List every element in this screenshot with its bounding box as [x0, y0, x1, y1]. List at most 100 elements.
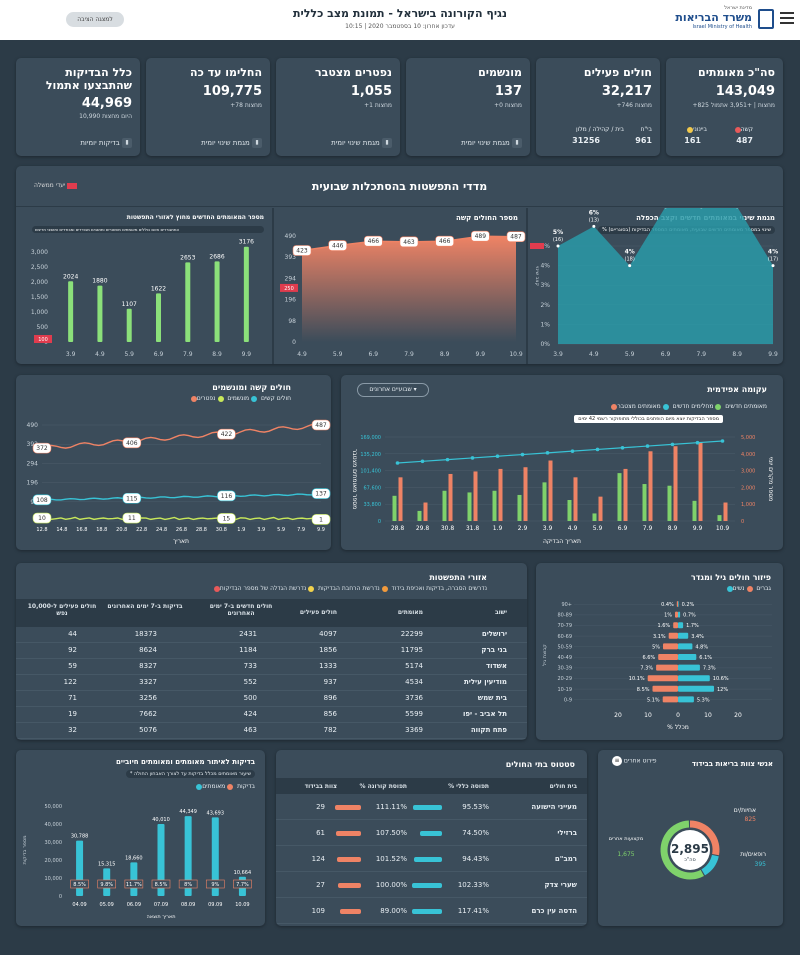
state-emblem-icon: [758, 9, 774, 29]
cell-value: 7662: [139, 710, 157, 718]
data-point: [556, 244, 560, 248]
nurses-segment: [689, 820, 720, 856]
positive-rate-box: [205, 879, 225, 889]
kpi-title: כלל הבדיקות שהתבצעו אתמול: [45, 66, 132, 92]
women-bar: [652, 685, 678, 692]
kpi-title: חולים פעילים: [583, 66, 652, 79]
y-tick-label: 98: [288, 318, 296, 325]
bar: [156, 293, 161, 342]
cell-value: 89.00%: [380, 907, 407, 915]
data-label-box: [217, 490, 236, 502]
government-target-marker: [34, 335, 52, 343]
data-label: 422: [221, 431, 233, 438]
x-tick-label: 24.8: [156, 527, 167, 533]
others-label: מקצועות אחרים: [609, 836, 644, 842]
x-tick-label: 8.9: [732, 351, 742, 358]
y-tick-label: 2%: [540, 302, 550, 309]
age-gender-panel: פיזור חולים גיל ומגדר גברים נשים 0.2% 0.4…: [536, 563, 783, 740]
x-tick-label: 7.9: [183, 351, 193, 358]
kpi-value: 1,055: [350, 84, 392, 99]
data-label-box: [32, 512, 52, 524]
x-tick-label: 30.8: [216, 527, 227, 533]
daily-trend-button[interactable]: מגמת שינוי יומית ▮: [461, 138, 522, 148]
hospitals-panel: סטטוס בתי החולים בית חולים % תפוסה כללי …: [276, 750, 587, 926]
ministry-logo: מדינת ישראל משרד הבריאות Israel Ministry…: [675, 5, 752, 30]
data-sublabel: (16): [553, 237, 563, 243]
page-title: נגיף הקורונה בישראל - תמונת מצב כללית: [293, 7, 507, 20]
men-value-label: 0.2%: [682, 602, 695, 608]
staff-isolation-panel: אנשי צוות בריאות בבידוד ≡ פירוט אחרים 2,…: [598, 750, 783, 926]
deceased-line: [41, 516, 322, 521]
men-value-label: 6.1%: [699, 655, 712, 661]
y-tick-label: 30,000: [45, 840, 63, 846]
x-tick-label: 2.9: [518, 525, 528, 532]
data-label: 1622: [151, 285, 166, 292]
menu-icon[interactable]: [780, 12, 794, 24]
others-segment: [660, 820, 704, 880]
cell-value: 44: [68, 630, 77, 638]
x-tick-label: 10.9: [716, 525, 730, 532]
cell-value: 3736: [405, 694, 423, 702]
cell-value: 3327: [139, 678, 157, 686]
corona-occupancy-bar: [335, 805, 361, 810]
x-tick-label: 1.9: [237, 527, 245, 533]
recovered-bar: [667, 485, 672, 521]
new-confirmed-bar: [473, 471, 478, 521]
x-tick-label: 8.9: [668, 525, 678, 532]
x-tick-label: 7.9: [297, 527, 305, 533]
data-label: 1: [319, 516, 323, 523]
y-tick-label: 1,500: [31, 294, 48, 301]
cell-value: 100.00%: [375, 881, 407, 889]
kpi-title: נפטרים מצטבר: [315, 66, 392, 79]
cell-value: 552: [243, 678, 257, 686]
men-value-label: 4.8%: [695, 644, 708, 650]
x-tick-label: 12.8: [36, 527, 47, 533]
x-tick-label: 9.9: [768, 351, 778, 358]
severe-area: [302, 236, 516, 342]
women-bar: [668, 632, 678, 639]
women-bar: [663, 643, 678, 650]
men-value-label: 12%: [717, 687, 728, 693]
cell-value: 937: [323, 678, 337, 686]
y-tick-label: 392: [27, 441, 39, 448]
kpi-recovered: החלימו עד כה 109,775 +78 מחצות מגמת שינו…: [146, 58, 270, 156]
presentation-button[interactable]: למצגה הציבה: [66, 12, 124, 27]
age-group-label: 30-39: [557, 666, 572, 672]
y-tick-label-left: 169,000: [360, 435, 381, 441]
chevron-down-icon: ▾: [413, 386, 417, 393]
data-label: 2024: [63, 273, 78, 280]
x-tick-label: 09.09: [208, 902, 222, 908]
data-label: 423: [296, 247, 308, 254]
daily-tests-button[interactable]: בדיקות יומיות ▮: [80, 138, 132, 148]
positive-rate-label: 9.8%: [100, 882, 113, 888]
x-tick-label: 3.9: [66, 351, 76, 358]
data-label: 10,664: [234, 870, 252, 876]
cell-value: 1856: [319, 646, 337, 654]
cell-value: 19: [68, 710, 77, 718]
bar: [243, 246, 249, 342]
data-label: 15: [223, 515, 231, 522]
cell-value: 856: [323, 710, 337, 718]
recovered-bar: [617, 473, 622, 521]
cell-value: 5599: [405, 710, 423, 718]
y-tick-label-right: 3,000: [741, 469, 755, 475]
daily-trend-button[interactable]: מגמת שינוי יומית ▮: [331, 138, 392, 148]
women-bar: [656, 664, 678, 671]
recovered-bar: [442, 490, 447, 521]
general-occupancy-bar: [413, 805, 442, 810]
y-tick-label: 10,000: [45, 876, 63, 882]
y-tick-label-left: 135,200: [360, 452, 381, 458]
data-point: [771, 264, 775, 268]
data-label: 487: [510, 234, 522, 241]
period-dropdown[interactable]: שבועיים אחרונים ▾: [357, 383, 429, 397]
hospital-name: הדסה עין כרם: [531, 907, 577, 915]
data-label-box: [506, 231, 526, 242]
details-menu-button[interactable]: ≡ פירוט אחרים: [612, 756, 656, 766]
daily-trend-button[interactable]: מגמת שינוי יומית ▮: [201, 138, 262, 148]
total-value: 2,895: [671, 842, 709, 856]
new-confirmed-bar: [623, 468, 628, 521]
new-confirmed-bar: [648, 451, 653, 521]
data-label: 15,315: [98, 861, 116, 867]
city-name: בני ברק: [481, 646, 507, 654]
y-axis-label-left: מספר מאומתים מצטבר: [351, 449, 358, 509]
